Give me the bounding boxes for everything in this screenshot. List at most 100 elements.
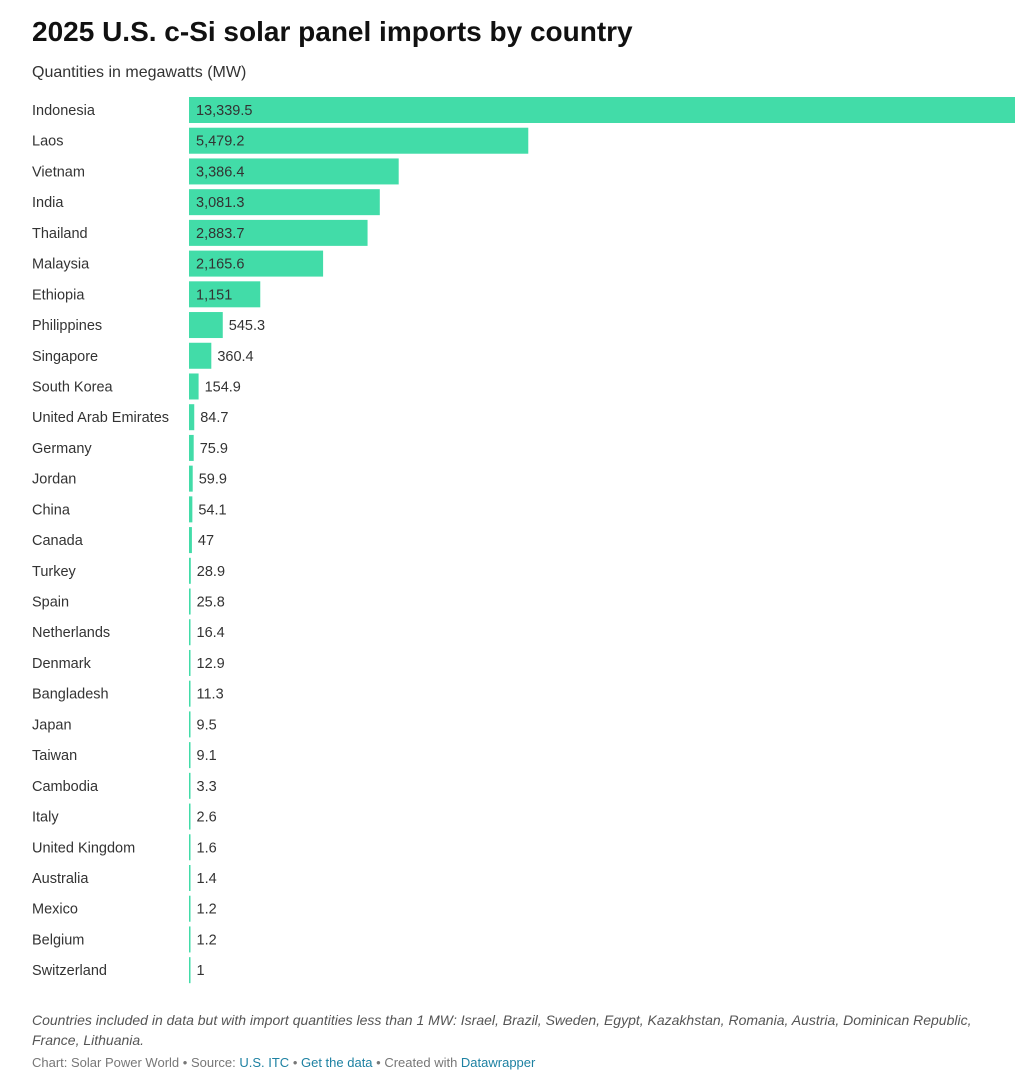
bar[interactable] <box>189 189 380 216</box>
value-label: 1,151 <box>196 287 232 303</box>
value-label: 75.9 <box>200 441 228 457</box>
bar[interactable] <box>189 219 368 246</box>
value-label: 2.6 <box>197 810 217 826</box>
bar[interactable] <box>189 312 223 339</box>
value-label: 9.1 <box>197 748 217 764</box>
category-label: Canada <box>32 533 84 549</box>
chart-footer: Chart: Solar Power World • Source: U.S. … <box>32 1055 535 1070</box>
value-label: 1.2 <box>197 902 217 918</box>
created-with-label: Created with <box>384 1055 461 1070</box>
bar[interactable] <box>189 772 191 799</box>
category-label: Switzerland <box>32 963 107 979</box>
category-label: Jordan <box>32 472 76 488</box>
category-label: Cambodia <box>32 779 99 795</box>
bar[interactable] <box>189 127 529 154</box>
value-label: 13,339.5 <box>196 103 252 119</box>
value-label: 12.9 <box>197 656 225 672</box>
category-label: India <box>32 195 64 211</box>
source-label: Source: <box>190 1055 240 1070</box>
value-label: 1.6 <box>197 840 217 856</box>
value-label: 1.2 <box>197 932 217 948</box>
category-label: South Korea <box>32 379 114 395</box>
value-label: 154.9 <box>205 379 241 395</box>
bar[interactable] <box>189 957 191 984</box>
category-label: Netherlands <box>32 625 110 641</box>
source-link[interactable]: U.S. ITC <box>239 1055 290 1070</box>
value-label: 47 <box>198 533 214 549</box>
category-label: United Kingdom <box>32 840 135 856</box>
value-label: 11.3 <box>197 687 224 703</box>
bar[interactable] <box>189 895 191 922</box>
category-label: Bangladesh <box>32 687 109 703</box>
bar[interactable] <box>189 496 193 523</box>
bar[interactable] <box>189 373 199 400</box>
bar[interactable] <box>189 158 399 185</box>
value-label: 84.7 <box>200 410 228 426</box>
category-label: Denmark <box>32 656 92 672</box>
category-label: Malaysia <box>32 257 90 273</box>
value-label: 3,081.3 <box>196 195 244 211</box>
separator: • <box>179 1055 191 1070</box>
category-label: Mexico <box>32 902 78 918</box>
category-label: China <box>32 502 71 518</box>
chart-subtitle: Quantities in megawatts (MW) <box>32 64 247 81</box>
bar[interactable] <box>189 926 191 953</box>
value-label: 5,479.2 <box>196 134 244 150</box>
value-label: 28.9 <box>197 564 225 580</box>
bar[interactable] <box>189 711 191 738</box>
value-label: 2,165.6 <box>196 257 244 273</box>
bar[interactable] <box>189 680 191 707</box>
bar[interactable] <box>189 619 191 646</box>
bar[interactable] <box>189 97 1015 123</box>
chart-note: Countries included in data but with impo… <box>32 1012 972 1048</box>
category-label: Italy <box>32 810 59 826</box>
value-label: 3.3 <box>197 779 217 795</box>
category-label: Belgium <box>32 932 84 948</box>
category-label: Philippines <box>32 318 102 334</box>
bar[interactable] <box>189 834 191 861</box>
separator: • <box>289 1055 301 1070</box>
category-label: Thailand <box>32 226 88 242</box>
bar[interactable] <box>189 557 191 584</box>
bar-chart: Indonesia 13,339.5 Laos 5,479.2 Vietnam 3,386… <box>32 97 1015 984</box>
bar[interactable] <box>189 465 193 492</box>
category-label: Vietnam <box>32 164 85 180</box>
value-label: 1 <box>197 963 205 979</box>
value-label: 1.4 <box>197 871 217 887</box>
category-label: Taiwan <box>32 748 77 764</box>
value-label: 545.3 <box>229 318 265 334</box>
category-label: Laos <box>32 134 63 150</box>
bar[interactable] <box>189 434 194 461</box>
category-label: Australia <box>32 871 89 887</box>
category-label: Ethiopia <box>32 287 85 303</box>
value-label: 9.5 <box>197 717 217 733</box>
bar[interactable] <box>189 527 192 554</box>
value-label: 59.9 <box>199 472 227 488</box>
bar[interactable] <box>189 742 191 769</box>
value-label: 3,386.4 <box>196 164 244 180</box>
bar[interactable] <box>189 803 191 830</box>
category-label: Germany <box>32 441 92 457</box>
bar[interactable] <box>189 250 324 277</box>
bar[interactable] <box>189 588 191 615</box>
value-label: 16.4 <box>197 625 225 641</box>
category-label: Spain <box>32 595 69 611</box>
value-label: 2,883.7 <box>196 226 244 242</box>
bar[interactable] <box>189 281 261 308</box>
bar[interactable] <box>189 404 195 431</box>
category-label: United Arab Emirates <box>32 410 169 426</box>
separator: • <box>372 1055 385 1070</box>
bar[interactable] <box>189 649 191 676</box>
chart-title: 2025 U.S. c-Si solar panel imports by co… <box>32 16 633 47</box>
category-label: Japan <box>32 717 72 733</box>
value-label: 54.1 <box>198 502 226 518</box>
value-label: 360.4 <box>217 349 253 365</box>
category-label: Turkey <box>32 564 77 580</box>
category-label: Indonesia <box>32 103 96 119</box>
chart-credit: Chart: Solar Power World <box>32 1055 180 1070</box>
datawrapper-link[interactable]: Datawrapper <box>460 1055 536 1070</box>
get-data-link[interactable]: Get the data <box>300 1055 373 1070</box>
value-label: 25.8 <box>197 595 225 611</box>
bar[interactable] <box>189 342 212 369</box>
bar[interactable] <box>189 865 191 891</box>
